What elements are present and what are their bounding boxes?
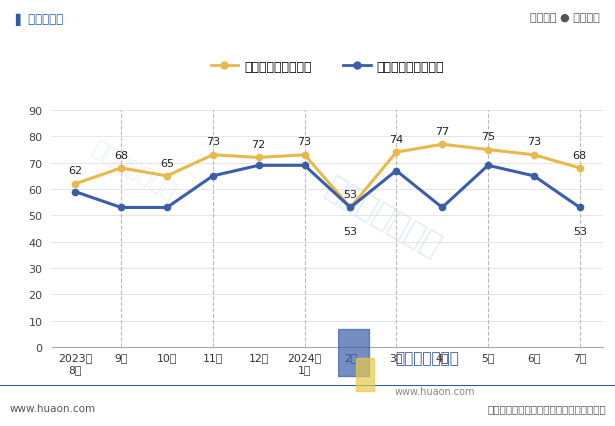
Text: 73: 73 [527, 137, 541, 147]
Legend: 出口总额（亿美元）, 进口总额（亿美元）: 出口总额（亿美元）, 进口总额（亿美元） [205, 55, 450, 78]
Text: 53: 53 [573, 226, 587, 236]
Text: 68: 68 [114, 150, 128, 160]
Text: www.huaon.com: www.huaon.com [9, 403, 95, 413]
Text: 华经产业研究院: 华经产业研究院 [89, 138, 180, 202]
进口总额（亿美元） [392, 169, 400, 174]
Text: 2023-2024年河北省（境内目的地/货源地）进、出口额: 2023-2024年河北省（境内目的地/货源地）进、出口额 [154, 69, 461, 87]
Text: 68: 68 [573, 150, 587, 160]
出口总额（亿美元） [255, 155, 263, 161]
进口总额（亿美元） [209, 174, 216, 179]
Text: 53: 53 [343, 226, 357, 236]
Text: 华经产业研究院: 华经产业研究院 [395, 350, 459, 366]
Text: 62: 62 [68, 166, 82, 176]
Text: 77: 77 [435, 127, 450, 137]
Text: 65: 65 [160, 158, 174, 168]
进口总额（亿美元） [438, 205, 446, 210]
出口总额（亿美元） [163, 174, 170, 179]
进口总额（亿美元） [71, 190, 79, 195]
Text: www.huaon.com: www.huaon.com [395, 386, 475, 396]
进口总额（亿美元） [530, 174, 538, 179]
进口总额（亿美元） [485, 163, 492, 168]
Text: 75: 75 [481, 132, 495, 142]
进口总额（亿美元） [347, 205, 354, 210]
出口总额（亿美元） [485, 147, 492, 153]
出口总额（亿美元） [117, 166, 125, 171]
进口总额（亿美元） [301, 163, 308, 168]
Text: ▌ 华经情报网: ▌ 华经情报网 [15, 13, 63, 26]
Text: 华经产业研究院: 华经产业研究院 [320, 173, 445, 262]
出口总额（亿美元） [438, 142, 446, 147]
Line: 出口总额（亿美元）: 出口总额（亿美元） [72, 142, 583, 211]
Text: 72: 72 [252, 140, 266, 150]
Bar [356, 358, 375, 391]
Text: 53: 53 [343, 190, 357, 200]
出口总额（亿美元） [301, 153, 308, 158]
出口总额（亿美元） [347, 205, 354, 210]
出口总额（亿美元） [576, 166, 584, 171]
进口总额（亿美元） [255, 163, 263, 168]
出口总额（亿美元） [71, 182, 79, 187]
Text: 73: 73 [206, 137, 220, 147]
Text: 73: 73 [298, 137, 312, 147]
进口总额（亿美元） [576, 205, 584, 210]
进口总额（亿美元） [117, 205, 125, 210]
出口总额（亿美元） [392, 150, 400, 155]
Line: 进口总额（亿美元）: 进口总额（亿美元） [72, 163, 583, 211]
Text: 74: 74 [389, 135, 403, 144]
出口总额（亿美元） [209, 153, 216, 158]
Bar [338, 330, 369, 377]
Text: 专业严谨 ● 客观科学: 专业严谨 ● 客观科学 [530, 13, 600, 23]
Text: 资料来源：中国海关，华经产业研究院整理: 资料来源：中国海关，华经产业研究院整理 [487, 403, 606, 413]
进口总额（亿美元） [163, 205, 170, 210]
出口总额（亿美元） [530, 153, 538, 158]
